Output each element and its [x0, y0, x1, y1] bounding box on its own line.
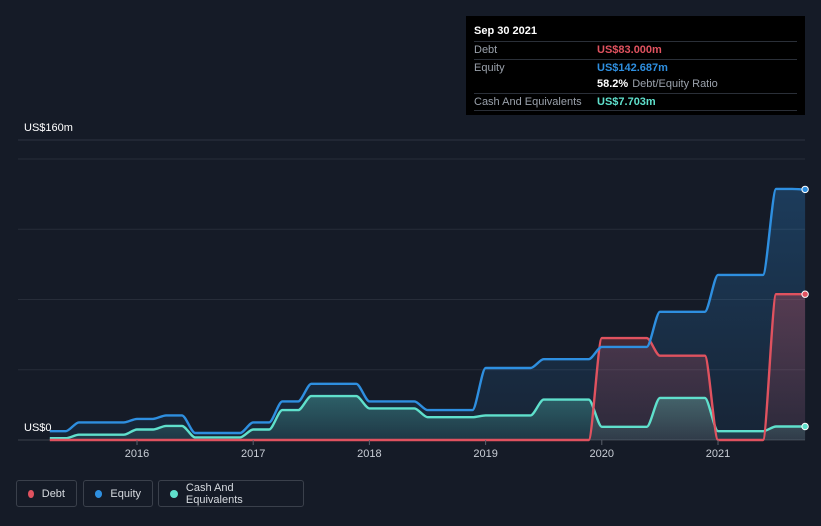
series-areas: [49, 188, 806, 440]
tooltip-row-cash: Cash And Equivalents US$7.703m: [474, 92, 797, 111]
equity-end-point: [801, 185, 809, 194]
tooltip-debt-value: US$83.000m: [597, 44, 662, 57]
debt-series-area: [49, 294, 806, 440]
x-tick-label: 2016: [125, 448, 149, 460]
x-axis-ticks: 2016 2017 2018 2019 2020 2021: [125, 440, 730, 460]
series-lines: [49, 187, 806, 442]
cash-series-line: [49, 394, 806, 440]
debt-end-point: [801, 290, 809, 298]
tooltip-date: Sep 30 2021: [474, 25, 537, 37]
tooltip-debt-label: Debt: [474, 44, 498, 57]
legend-item-debt[interactable]: Debt: [16, 480, 77, 507]
y-axis-top-label: US$160m: [24, 122, 73, 134]
legend-equity-swatch: [95, 489, 103, 498]
y-axis-bottom-label: US$0: [24, 422, 52, 434]
tooltip-equity-value: US$142.687m: [597, 61, 668, 74]
tooltip-panel: Sep 30 2021 Debt US$83.000m Equity US$14…: [466, 16, 805, 115]
x-tick-label: 2019: [473, 448, 497, 460]
legend-item-equity[interactable]: Equity: [83, 480, 153, 507]
tooltip-cash-value: US$7.703m: [597, 95, 656, 108]
legend-item-cash[interactable]: Cash And Equivalents: [158, 480, 304, 507]
equity-series-line: [49, 187, 806, 435]
x-tick-label: 2020: [590, 448, 614, 460]
tooltip-equity-label: Equity: [474, 61, 505, 74]
x-tick-label: 2018: [357, 448, 381, 460]
legend-equity-label: Equity: [110, 487, 141, 500]
cash-end-point: [801, 422, 809, 431]
legend-cash-swatch: [170, 489, 178, 498]
tooltip-ratio-value: 58.2%: [597, 78, 629, 91]
legend-debt-swatch: [28, 489, 34, 498]
tooltip-row-debt: Debt US$83.000m: [474, 41, 797, 59]
tooltip-row-equity: Equity US$142.687m: [474, 58, 797, 77]
tooltip-ratio-label: Debt/Equity Ratio: [632, 78, 718, 91]
legend-debt-label: Debt: [41, 487, 65, 500]
tooltip-row-ratio: 58.2% Debt/Equity Ratio: [474, 76, 797, 93]
tooltip-cash-label: Cash And Equivalents: [474, 95, 582, 108]
x-tick-label: 2017: [241, 448, 265, 460]
x-tick-label: 2021: [706, 448, 730, 460]
series-end-markers: [801, 185, 809, 431]
legend-cash-label: Cash And Equivalents: [185, 481, 243, 506]
debt-series-line: [49, 292, 806, 442]
